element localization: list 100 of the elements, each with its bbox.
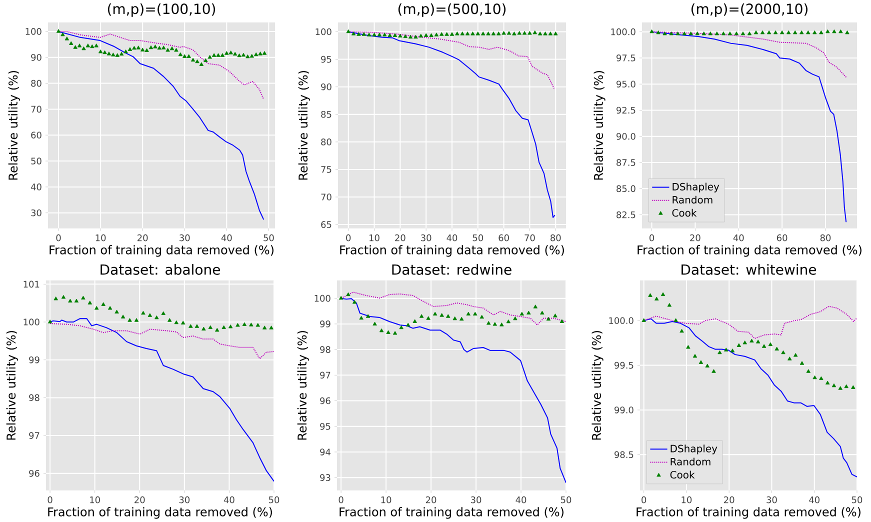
point: [366, 314, 370, 318]
chart-title: Dataset: abalone: [100, 264, 220, 275]
point: [492, 322, 498, 326]
point: [174, 320, 178, 324]
point: [432, 312, 438, 316]
x-tick-label: 40: [733, 234, 744, 242]
point: [86, 44, 90, 48]
point: [540, 310, 544, 314]
point: [781, 350, 786, 354]
point: [134, 318, 139, 322]
y-tick-label: 97.5: [616, 54, 636, 62]
x-tick-label: 30: [470, 496, 482, 504]
point: [215, 328, 220, 332]
point: [228, 324, 233, 328]
chart-title: Dataset: redwine: [392, 264, 512, 275]
point: [199, 62, 204, 66]
point: [48, 320, 52, 324]
point: [106, 52, 112, 56]
point: [399, 325, 404, 330]
x-tick-label: 10: [370, 234, 380, 242]
y-tick-label: 94: [320, 448, 330, 456]
point: [667, 303, 672, 307]
y-tick-label: 65: [321, 221, 332, 228]
point: [161, 311, 166, 315]
point: [258, 52, 262, 56]
point: [768, 342, 773, 346]
y-tick-label: 93: [320, 474, 330, 481]
point: [406, 322, 410, 327]
point: [440, 313, 444, 317]
x-axis-title: Fraction of training data removed (%): [340, 507, 564, 519]
x-tick-label: 20: [426, 496, 436, 504]
point: [115, 53, 120, 57]
x-axis-title: Fraction of training data removed (%): [638, 245, 862, 257]
x-axis-title: Fraction of training data removed (%): [50, 245, 274, 257]
point: [698, 360, 704, 364]
x-tick-label: 20: [395, 234, 406, 242]
point: [788, 356, 792, 360]
x-tick-label: 0: [56, 234, 61, 242]
point: [386, 330, 390, 334]
point: [114, 310, 119, 314]
y-tick-label: 95: [321, 56, 332, 63]
y-tick-label: 99: [29, 356, 40, 364]
x-tick-label: 50: [268, 496, 280, 504]
point: [730, 348, 735, 352]
y-tick-label: 101: [24, 280, 40, 288]
point: [208, 54, 212, 59]
point: [162, 46, 166, 50]
x-tick-label: 80: [820, 234, 831, 242]
point: [166, 48, 170, 52]
point: [338, 296, 344, 300]
y-tick-label: 80: [321, 138, 332, 146]
point: [241, 52, 246, 57]
x-axis-title: Fraction of training data removed (%): [340, 245, 564, 257]
point: [526, 310, 531, 314]
point: [246, 54, 250, 58]
point: [204, 58, 208, 62]
point: [806, 369, 811, 373]
point: [838, 386, 842, 390]
point: [359, 316, 364, 320]
chart-title: (m,p)=(500,10): [398, 3, 506, 17]
x-tick-label: 80: [550, 234, 561, 242]
x-tick-label: 0: [650, 234, 654, 242]
x-tick-label: 10: [96, 234, 106, 242]
point: [216, 53, 220, 57]
y-tick-label: 100: [316, 28, 332, 36]
y-tick-label: 99.5: [614, 362, 634, 369]
x-tick-label: 0: [338, 496, 344, 504]
point: [249, 322, 254, 326]
x-tick-label: 20: [690, 234, 700, 242]
point: [774, 346, 779, 350]
y-tick-label: 100: [24, 318, 40, 326]
point: [224, 51, 229, 55]
line-series: [340, 292, 566, 326]
x-tick-label: 50: [472, 234, 484, 242]
point: [674, 318, 678, 322]
point: [141, 310, 146, 315]
y-tick-label: 100.0: [611, 28, 636, 36]
point: [212, 53, 216, 57]
point: [250, 54, 254, 58]
point: [153, 44, 158, 48]
point: [178, 52, 183, 56]
y-tick-label: 99.0: [614, 406, 634, 414]
point: [119, 52, 124, 56]
point: [140, 48, 145, 52]
x-tick-label: 40: [809, 496, 820, 504]
legend-label: Cook: [670, 470, 695, 479]
point: [148, 45, 154, 50]
point: [718, 350, 722, 354]
legend-label: DShapley: [670, 444, 718, 454]
y-tick-label: 90: [321, 83, 332, 90]
chart-title: (m,p)=(100,10): [108, 3, 216, 17]
point: [686, 345, 690, 349]
point: [180, 320, 186, 324]
line-series: [348, 31, 556, 218]
y-tick-label: 97: [320, 372, 330, 379]
point: [101, 302, 106, 306]
point: [844, 384, 848, 388]
point: [419, 314, 424, 318]
point: [128, 318, 132, 322]
point: [144, 48, 149, 52]
